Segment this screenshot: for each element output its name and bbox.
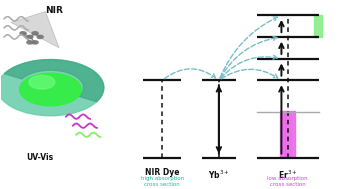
Text: high absorption
cross section: high absorption cross section (140, 177, 184, 187)
Circle shape (0, 60, 104, 116)
Text: UV-Vis: UV-Vis (27, 153, 54, 162)
Polygon shape (11, 12, 59, 48)
Circle shape (27, 41, 33, 44)
Text: low absorption
cross section: low absorption cross section (267, 177, 308, 187)
Circle shape (20, 73, 81, 106)
Text: NIR: NIR (45, 6, 63, 15)
Circle shape (27, 35, 33, 39)
Circle shape (32, 41, 38, 44)
Circle shape (32, 32, 38, 35)
Text: Er$^{3+}$: Er$^{3+}$ (278, 168, 297, 181)
Wedge shape (4, 60, 104, 102)
Circle shape (37, 35, 43, 39)
Text: NIR Dye: NIR Dye (145, 168, 179, 177)
Text: Yb$^{3+}$: Yb$^{3+}$ (208, 168, 230, 181)
Circle shape (20, 32, 26, 35)
Circle shape (29, 75, 55, 89)
